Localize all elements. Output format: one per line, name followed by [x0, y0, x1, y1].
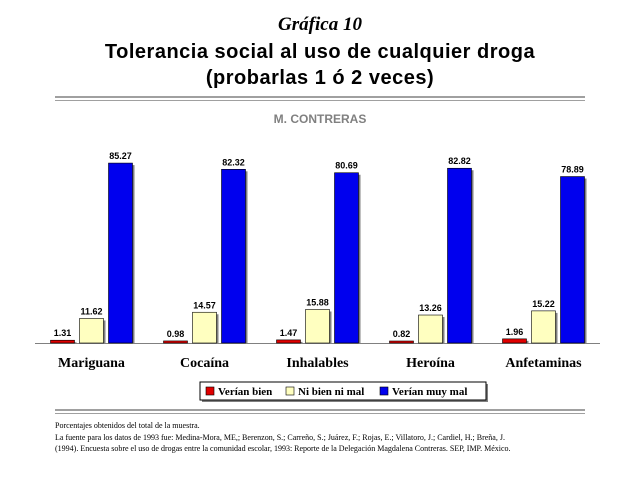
bar-3-1 [418, 314, 443, 344]
legend-swatch [379, 386, 389, 396]
footer-source-line-1: La fuente para los datos de 1993 fue: Me… [55, 433, 505, 442]
data-label: 1.96 [506, 327, 524, 337]
data-label: 78.89 [561, 165, 584, 175]
data-label: 15.22 [532, 299, 555, 309]
legend-swatch [285, 386, 295, 396]
category-label: Inhalables [286, 356, 349, 371]
legend-swatch [205, 386, 215, 396]
bar-4-1 [531, 310, 556, 344]
category-label: Heroína [406, 356, 455, 371]
category-label: Anfetaminas [505, 356, 582, 371]
data-label: 82.82 [448, 156, 471, 166]
bar-1-0 [163, 340, 188, 344]
bar-4-2 [560, 176, 585, 344]
data-label: 13.26 [419, 303, 442, 313]
bar-2-2 [334, 172, 359, 344]
bar-0-2 [108, 162, 133, 344]
divider-bottom-thin [55, 413, 585, 414]
data-label: 1.31 [54, 328, 72, 338]
data-label: 0.82 [393, 329, 411, 339]
data-label: 80.69 [335, 161, 358, 171]
data-label: 82.32 [222, 157, 245, 167]
bar-1-1 [192, 311, 217, 344]
data-label: 1.47 [280, 328, 298, 338]
chart-subtitle: M. CONTRERAS [274, 112, 367, 126]
chart-title-line-2: (probarlas 1 ó 2 veces) [205, 67, 435, 89]
divider-top [55, 96, 585, 98]
bar-3-0 [389, 340, 414, 344]
chart-title-line-1: Tolerancia social al uso de cualquier dr… [104, 41, 536, 63]
legend-label: Verían bien [218, 386, 272, 398]
bar-0-0 [50, 339, 75, 344]
footer-source-line-2: (1994). Encuesta sobre el uso de drogas … [55, 444, 511, 453]
data-label: 11.62 [80, 306, 102, 316]
bar-shadow [391, 343, 416, 344]
data-label: 85.27 [109, 151, 132, 161]
bar-2-0 [276, 339, 301, 344]
category-label: Cocaína [180, 356, 229, 371]
category-label: Mariguana [58, 356, 125, 371]
bar-0-1 [79, 318, 104, 344]
data-label: 0.98 [167, 329, 185, 339]
bar-1-2 [221, 169, 246, 344]
legend-label: Verían muy mal [392, 386, 467, 398]
data-label: 15.88 [306, 297, 329, 307]
bar-3-2 [447, 167, 472, 344]
divider-top-thin [55, 100, 585, 101]
chart-kicker: Gráfica 10 [278, 14, 362, 35]
legend-label: Ni bien ni mal [298, 386, 364, 398]
bar-2-1 [305, 309, 330, 344]
divider-bottom [55, 409, 585, 411]
data-label: 14.57 [193, 300, 216, 310]
footer-note: Porcentajes obtenidos del total de la mu… [55, 421, 200, 430]
bar-shadow [165, 342, 190, 344]
legend-box [199, 381, 487, 401]
bar-4-0 [502, 338, 527, 344]
